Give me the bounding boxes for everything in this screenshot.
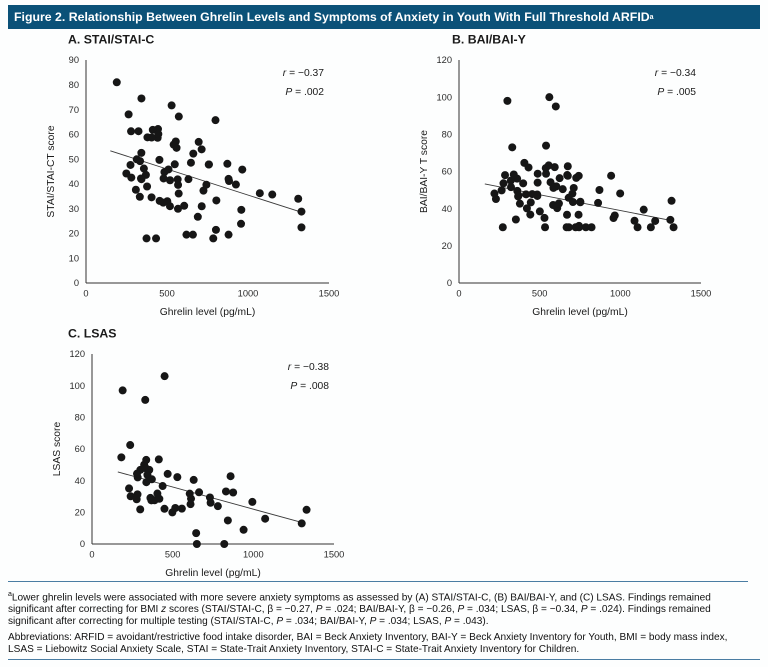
svg-text:P = .002: P = .002: [285, 87, 324, 98]
svg-text:BAI/BAI-Y T score: BAI/BAI-Y T score: [419, 130, 430, 213]
svg-text:500: 500: [159, 289, 175, 299]
svg-text:10: 10: [69, 253, 79, 263]
svg-text:r = −0.37: r = −0.37: [283, 68, 324, 79]
svg-text:120: 120: [69, 349, 85, 359]
svg-text:20: 20: [442, 241, 452, 251]
svg-text:80: 80: [75, 413, 85, 423]
svg-text:20: 20: [75, 508, 85, 518]
svg-text:P = .008: P = .008: [290, 381, 329, 392]
svg-text:90: 90: [69, 55, 79, 65]
svg-text:70: 70: [69, 105, 79, 115]
svg-text:0: 0: [89, 550, 94, 560]
svg-text:60: 60: [69, 130, 79, 140]
svg-text:120: 120: [436, 55, 452, 65]
svg-text:30: 30: [69, 204, 79, 214]
svg-text:1500: 1500: [324, 550, 345, 560]
svg-text:60: 60: [442, 167, 452, 177]
svg-text:500: 500: [165, 550, 181, 560]
svg-text:P = .005: P = .005: [657, 87, 696, 98]
svg-text:0: 0: [80, 539, 85, 549]
svg-text:1500: 1500: [319, 289, 340, 299]
svg-text:40: 40: [442, 204, 452, 214]
svg-text:20: 20: [69, 229, 79, 239]
svg-text:500: 500: [532, 289, 548, 299]
svg-text:80: 80: [442, 130, 452, 140]
svg-text:40: 40: [69, 179, 79, 189]
svg-text:1000: 1000: [238, 289, 259, 299]
svg-text:C. LSAS: C. LSAS: [68, 328, 117, 341]
svg-text:100: 100: [436, 92, 452, 102]
svg-text:STAI/STAI-CT score: STAI/STAI-CT score: [46, 125, 57, 217]
svg-text:A. STAI/STAI-C: A. STAI/STAI-C: [68, 34, 154, 47]
svg-text:60: 60: [75, 444, 85, 454]
svg-text:80: 80: [69, 80, 79, 90]
svg-text:1000: 1000: [610, 289, 631, 299]
svg-text:r = −0.34: r = −0.34: [655, 68, 696, 79]
svg-text:r = −0.38: r = −0.38: [288, 362, 329, 373]
svg-text:0: 0: [74, 278, 79, 288]
svg-text:0: 0: [83, 289, 88, 299]
svg-text:0: 0: [456, 289, 461, 299]
svg-text:0: 0: [447, 278, 452, 288]
svg-text:1500: 1500: [691, 289, 712, 299]
svg-text:Ghrelin level (pg/mL): Ghrelin level (pg/mL): [165, 568, 261, 579]
svg-text:B. BAI/BAI-Y: B. BAI/BAI-Y: [452, 34, 526, 47]
svg-text:Ghrelin level (pg/mL): Ghrelin level (pg/mL): [160, 307, 256, 318]
svg-text:Ghrelin level (pg/mL): Ghrelin level (pg/mL): [532, 307, 628, 318]
svg-text:1000: 1000: [243, 550, 264, 560]
svg-text:100: 100: [69, 381, 85, 391]
svg-text:40: 40: [75, 476, 85, 486]
svg-text:50: 50: [69, 154, 79, 164]
svg-text:LSAS score: LSAS score: [52, 422, 63, 477]
